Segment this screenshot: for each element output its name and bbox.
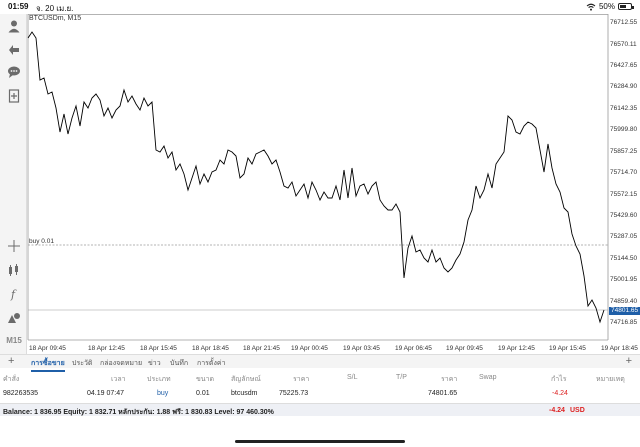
- y-tick: 75857.25: [610, 148, 638, 155]
- home-indicator[interactable]: [235, 440, 405, 443]
- tab-trade[interactable]: การซื้อขาย: [31, 360, 65, 372]
- x-tick: 19 Apr 06:45: [395, 345, 432, 352]
- status-date: จ. 20 เม.ย.: [36, 4, 74, 13]
- account-currency: USD: [570, 407, 585, 414]
- tab-settings[interactable]: การตั้งค่า: [197, 360, 226, 367]
- battery-percent: 50%: [598, 2, 615, 11]
- terminal-tabs: + การซื้อขาย ประวัติ กล่องจดหมาย ข่าว บั…: [0, 354, 640, 372]
- x-tick: 19 Apr 15:45: [549, 345, 586, 352]
- add-icon[interactable]: +: [8, 355, 15, 367]
- y-tick: 76712.55: [610, 19, 638, 26]
- positions-table-header: คำสั่ง เวลา ประเภท ขนาด สัญลักษณ์ ราคา S…: [0, 372, 640, 384]
- col-tp: T/P: [396, 374, 407, 381]
- objects-icon[interactable]: [4, 308, 24, 328]
- y-tick: 75144.50: [610, 255, 638, 262]
- account-summary: Balance: 1 836.95 Equity: 1 832.71 หลักป…: [0, 403, 640, 416]
- x-tick: 18 Apr 18:45: [192, 345, 229, 352]
- col-price: ราคา: [293, 376, 310, 383]
- x-tick: 19 Apr 03:45: [343, 345, 380, 352]
- col-current-price: ราคา: [441, 376, 458, 383]
- chart-canvas: [27, 14, 609, 341]
- y-tick: 76570.11: [610, 41, 637, 48]
- table-row[interactable]: 982263535 04.19 07:47 buy 0.01 btcusdm 7…: [0, 388, 640, 400]
- y-tick: 75999.80: [610, 126, 638, 133]
- y-tick: 75714.70: [610, 169, 638, 176]
- crosshair-icon[interactable]: [4, 236, 24, 256]
- y-tick: 74716.85: [610, 319, 638, 326]
- col-comment: หมายเหตุ: [596, 376, 625, 383]
- open-price: 75225.73: [279, 390, 309, 397]
- current-price: 74801.65: [428, 390, 458, 397]
- x-tick: 18 Apr 21:45: [243, 345, 280, 352]
- indicator-icon[interactable]: [4, 260, 24, 280]
- y-tick: 74859.40: [610, 298, 638, 305]
- balance-summary: Balance: 1 836.95 Equity: 1 832.71 หลักป…: [3, 409, 274, 416]
- order-line-label: buy 0.01: [29, 238, 54, 245]
- tab-history[interactable]: ประวัติ: [72, 360, 93, 367]
- order-time: 04.19 07:47: [87, 390, 124, 397]
- tab-journal[interactable]: บันทึก: [170, 360, 189, 367]
- col-profit: กำไร: [551, 376, 567, 383]
- tab-mailbox[interactable]: กล่องจดหมาย: [100, 360, 143, 367]
- y-tick: 75572.15: [610, 191, 638, 198]
- x-tick: 19 Apr 18:45: [601, 345, 638, 352]
- timeframe-label[interactable]: M15: [6, 336, 22, 345]
- tab-news[interactable]: ข่าว: [148, 360, 161, 367]
- chart-symbol-label: BTCUSDm, M15: [29, 15, 82, 22]
- y-tick: 75001.95: [610, 276, 638, 283]
- order-id: 982263535: [3, 390, 39, 397]
- col-size: ขนาด: [196, 376, 215, 383]
- y-tick: 76284.90: [610, 83, 638, 90]
- status-bar: 01:59 จ. 20 เม.ย. 50%: [0, 0, 640, 14]
- chart-toolbar: f M15: [0, 14, 27, 354]
- y-tick: 75287.05: [610, 233, 638, 240]
- price-line: [27, 31, 605, 324]
- x-tick: 18 Apr 15:45: [140, 345, 177, 352]
- function-icon[interactable]: f: [4, 284, 24, 304]
- total-profit: -4.24: [549, 407, 565, 414]
- y-tick: 76142.35: [610, 105, 638, 112]
- chat-icon[interactable]: [4, 62, 24, 82]
- y-tick: 75429.60: [610, 212, 638, 219]
- price-chart[interactable]: BTCUSDm, M15 buy 0.01 76712.55 76570.11 …: [27, 14, 640, 354]
- x-tick: 18 Apr 12:45: [88, 345, 125, 352]
- y-tick: 76427.65: [610, 62, 638, 69]
- order-type: buy: [157, 390, 169, 397]
- x-tick: 19 Apr 12:45: [498, 345, 535, 352]
- col-swap: Swap: [479, 374, 497, 381]
- battery-icon: [618, 3, 634, 10]
- svg-text:f: f: [10, 288, 17, 301]
- col-order: คำสั่ง: [3, 376, 20, 383]
- col-type: ประเภท: [147, 376, 171, 383]
- trade-arrows-icon[interactable]: [4, 39, 24, 59]
- add-document-icon[interactable]: [4, 86, 24, 106]
- x-tick: 18 Apr 09:45: [29, 345, 66, 352]
- order-profit: -4.24: [552, 390, 568, 397]
- wifi-icon: [586, 3, 596, 11]
- col-sl: S/L: [347, 374, 358, 381]
- status-right: 50%: [586, 2, 634, 11]
- order-size: 0.01: [196, 390, 210, 397]
- profile-icon[interactable]: [4, 16, 24, 36]
- add-icon[interactable]: +: [625, 355, 632, 367]
- col-symbol: สัญลักษณ์: [231, 376, 261, 383]
- status-time: 01:59: [8, 2, 29, 11]
- order-symbol: btcusdm: [231, 390, 258, 397]
- x-tick: 19 Apr 09:45: [446, 345, 483, 352]
- x-tick: 19 Apr 00:45: [291, 345, 328, 352]
- col-time: เวลา: [111, 376, 126, 383]
- current-price-badge: 74801.65: [609, 307, 640, 315]
